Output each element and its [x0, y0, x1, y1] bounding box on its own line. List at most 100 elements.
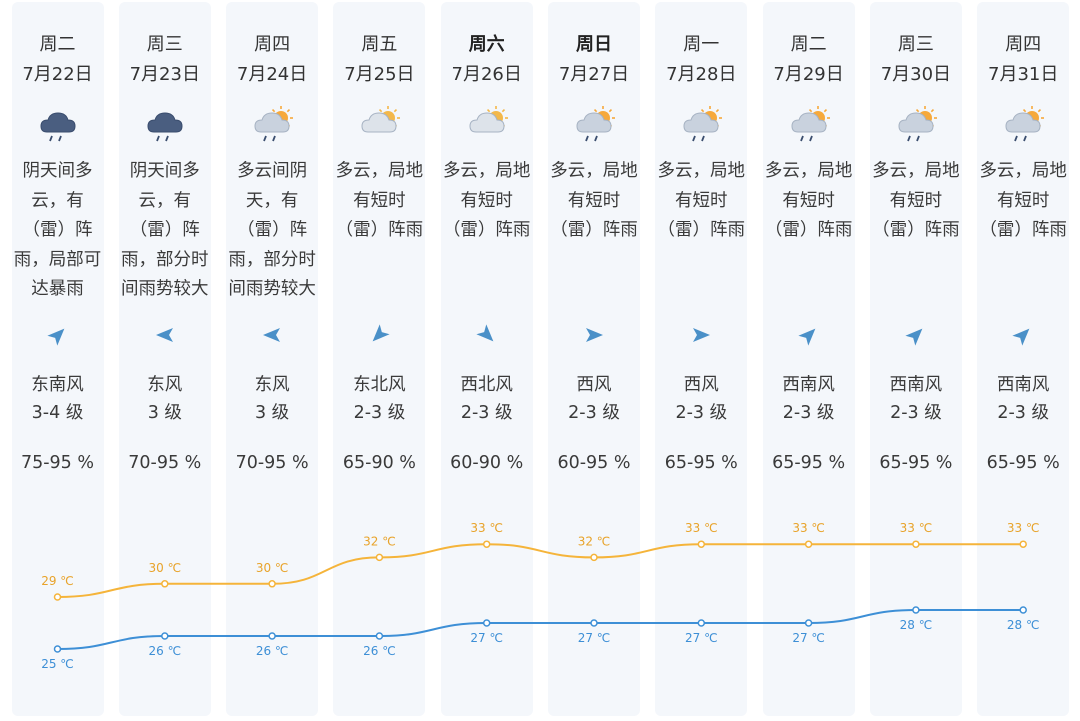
cloud-sun-rain-icon: [226, 106, 318, 152]
weekday-label: 周六: [468, 34, 505, 55]
description-line: 云，有: [31, 190, 84, 211]
wind-direction-icon: [119, 324, 211, 354]
weather-description: 多云，局地 有短时 （雷）阵雨: [544, 157, 644, 246]
humidity-label: 65-95 %: [664, 453, 738, 473]
wind-direction-label: 东风: [147, 375, 183, 395]
low-temperature-label: 27 ℃: [685, 631, 718, 645]
description-line: 多云，局地: [550, 161, 638, 181]
high-temperature-label: 33 ℃: [685, 521, 718, 535]
description-line: （雷）阵雨: [764, 220, 853, 240]
description-line: （雷）阵雨: [550, 220, 638, 240]
wind-direction-label: 西北风: [460, 375, 513, 395]
high-temperature-label: 33 ℃: [1007, 521, 1040, 535]
weekday-label: 周三: [146, 34, 183, 55]
date-label: 7月28日: [666, 64, 737, 85]
wind-level-label: 2-3 级: [460, 403, 513, 423]
humidity-label: 70-95 %: [235, 453, 309, 473]
high-temperature-label: 29 ℃: [41, 574, 74, 588]
weather-description: 阴天间多 云，有 （雷）阵 雨，部分时 间雨势较大: [115, 157, 215, 305]
description-line: 雨，部分时: [228, 249, 316, 270]
weekday-label: 周二: [39, 34, 76, 55]
low-temperature-point: [482, 619, 491, 627]
low-temperature-point: [161, 632, 169, 640]
high-temperature-point: [375, 553, 384, 562]
wind-direction-icon: [870, 324, 962, 354]
high-temperature-point: [1019, 540, 1027, 548]
weather-description: 多云间阴天，有 （雷）阵雨，部分时间雨势较大: [222, 157, 322, 305]
date-label: 7月25日: [344, 64, 415, 85]
description-line: 达暴雨: [31, 279, 84, 299]
high-temperature-point: [268, 580, 276, 588]
description-line: 间雨势较大: [228, 279, 316, 299]
high-temperature-point: [804, 540, 813, 548]
description-line: 有短时: [782, 190, 835, 211]
description-line: 多云间阴: [237, 161, 308, 181]
wind-level-label: 2-3 级: [353, 403, 406, 423]
low-temperature-point: [53, 645, 62, 653]
weather-description: 阴天间多 云，有 （雷）阵 雨，局部可 达暴雨: [8, 157, 108, 305]
low-temperature-label: 25 ℃: [41, 657, 74, 671]
wind-level-label: 2-3 级: [675, 403, 728, 423]
wind-direction-label: 西南风: [782, 375, 835, 395]
wind-direction-icon: [226, 324, 318, 354]
description-line: 多云，局地: [657, 161, 746, 181]
wind-direction-label: 西南风: [996, 375, 1050, 395]
humidity-label: 60-90 %: [450, 453, 524, 473]
description-line: （雷）阵: [237, 220, 308, 240]
low-temperature-point: [375, 632, 384, 640]
description-line: 多云，局地: [872, 161, 960, 181]
date-label: 7月22日: [22, 64, 93, 85]
humidity-label: 75-95 %: [20, 453, 95, 473]
low-temperature-label: 26 ℃: [149, 644, 182, 658]
weekday-label: 周四: [254, 34, 291, 55]
description-line: 阴天间多: [129, 161, 200, 181]
weekday-label: 周一: [683, 34, 720, 55]
humidity-label: 65-90 %: [342, 453, 416, 473]
high-temperature-point: [161, 580, 169, 588]
wind-direction-icon: [12, 324, 104, 354]
wind-direction-icon: [763, 324, 855, 354]
weekday-label: 周二: [790, 34, 827, 55]
wind-direction-label: 西南风: [889, 375, 943, 395]
description-line: 有短时: [353, 190, 406, 211]
low-temperature-point: [590, 619, 598, 627]
high-temperature-point: [697, 540, 706, 548]
description-line: 多云，局地: [442, 161, 531, 181]
description-line: （雷）阵雨: [442, 220, 531, 240]
weekday-label: 周日: [576, 34, 612, 55]
humidity-label: 70-95 %: [128, 453, 202, 473]
date-label: 7月31日: [988, 64, 1059, 85]
sun-cloud-icon: [441, 106, 533, 152]
description-line: 间雨势较大: [121, 279, 209, 299]
weather-description: 多云，局地 有短时 （雷）阵雨: [437, 157, 537, 246]
wind-direction-label: 东风: [254, 375, 290, 395]
high-temperature-point: [590, 553, 598, 562]
description-line: 多云，局地: [335, 161, 424, 181]
cloud-sun-rain-icon: [870, 106, 962, 152]
weather-description: 多云，局地 有短时 （雷）阵雨: [866, 157, 966, 246]
high-temperature-point: [912, 540, 920, 548]
wind-level-label: 3 级: [254, 403, 290, 423]
high-temperature-point: [53, 593, 62, 601]
description-line: 多云，局地: [764, 161, 853, 181]
description-line: （雷）阵: [22, 220, 93, 240]
heavy-rain-icon: [12, 106, 104, 152]
low-temperature-line: [57, 608, 1024, 650]
description-line: 雨，部分时: [121, 249, 209, 270]
weather-description: 多云，局地有短时 （雷）阵雨: [759, 157, 859, 246]
date-label: 7月26日: [451, 64, 522, 85]
low-temperature-point: [804, 619, 813, 627]
low-temperature-label: 28 ℃: [900, 618, 933, 632]
wind-direction-icon: [548, 324, 640, 354]
high-temperature-label: 32 ℃: [363, 534, 396, 548]
date-label: 7月30日: [880, 64, 952, 85]
wind-direction-icon: [441, 324, 533, 354]
description-line: 天，有: [245, 190, 299, 211]
date-label: 7月29日: [773, 64, 844, 85]
wind-level-label: 2-3 级: [782, 403, 835, 423]
wind-direction-label: 西风: [683, 375, 719, 395]
high-temperature-label: 33 ℃: [470, 521, 503, 535]
description-line: 多云，局地: [979, 161, 1067, 181]
humidity-label: 65-95 %: [772, 453, 846, 473]
cloud-sun-rain-icon: [763, 106, 855, 152]
